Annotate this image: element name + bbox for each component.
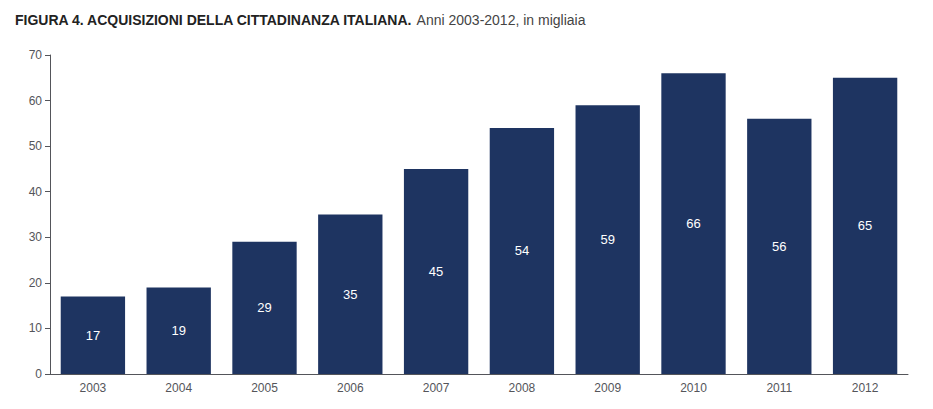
svg-text:65: 65	[858, 218, 872, 233]
svg-text:FIGURA 4. ACQUISIZIONI DELLA C: FIGURA 4. ACQUISIZIONI DELLA CITTADINANZ…	[15, 12, 411, 28]
svg-text:40: 40	[29, 185, 43, 199]
svg-text:2008: 2008	[509, 381, 536, 395]
svg-text:29: 29	[257, 300, 271, 315]
svg-text:2003: 2003	[80, 381, 107, 395]
svg-text:45: 45	[429, 264, 443, 279]
svg-text:0: 0	[35, 367, 42, 381]
svg-text:2010: 2010	[680, 381, 707, 395]
svg-text:66: 66	[686, 216, 700, 231]
svg-text:30: 30	[29, 230, 43, 244]
svg-text:60: 60	[29, 94, 43, 108]
svg-text:17: 17	[86, 328, 100, 343]
svg-text:Anni 2003-2012, in migliaia: Anni 2003-2012, in migliaia	[413, 12, 585, 28]
svg-text:2011: 2011	[766, 381, 792, 395]
svg-text:19: 19	[171, 323, 185, 338]
svg-text:50: 50	[29, 139, 43, 153]
svg-text:2009: 2009	[594, 381, 621, 395]
svg-text:56: 56	[772, 239, 786, 254]
svg-text:70: 70	[29, 48, 43, 62]
svg-text:35: 35	[343, 287, 357, 302]
svg-text:2007: 2007	[423, 381, 450, 395]
svg-text:54: 54	[515, 243, 529, 258]
svg-text:2004: 2004	[165, 381, 192, 395]
svg-text:2012: 2012	[852, 381, 879, 395]
svg-text:10: 10	[29, 321, 43, 335]
svg-text:59: 59	[600, 232, 614, 247]
svg-text:2006: 2006	[337, 381, 364, 395]
svg-text:2005: 2005	[251, 381, 278, 395]
svg-text:20: 20	[29, 276, 43, 290]
